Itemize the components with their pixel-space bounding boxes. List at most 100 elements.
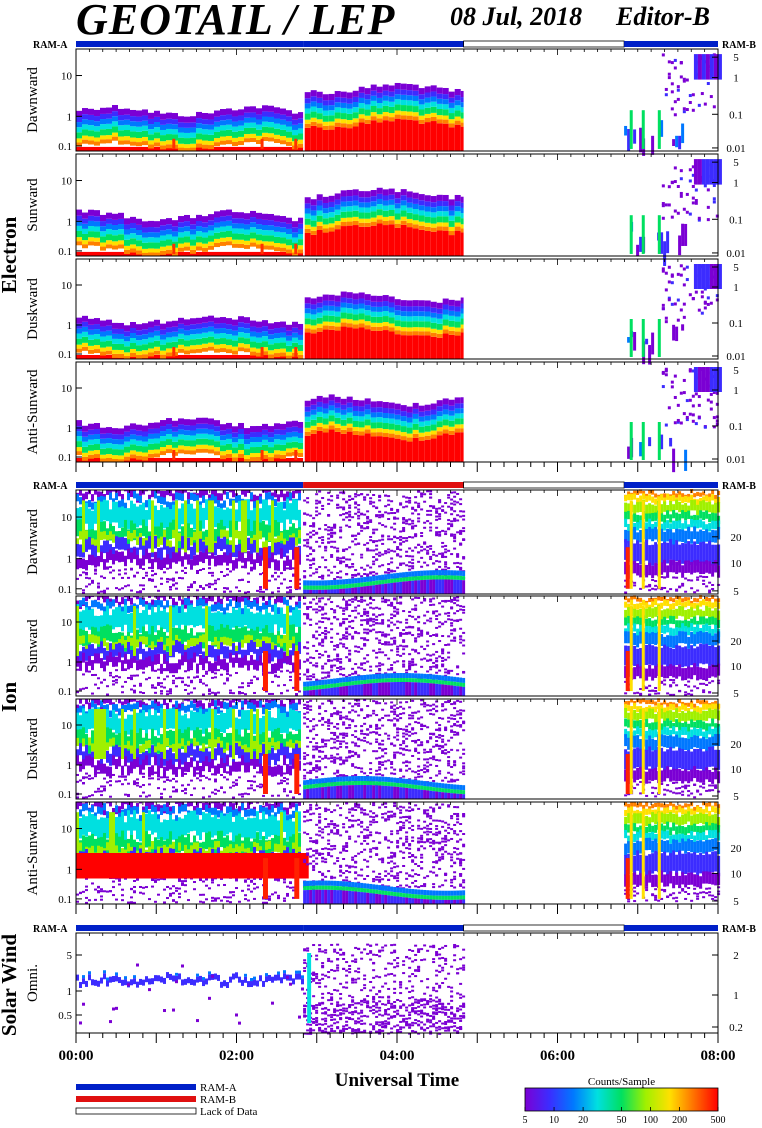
spectrogram-cell bbox=[334, 225, 341, 230]
spectrogram-cell bbox=[426, 575, 430, 580]
spectrogram-cell bbox=[202, 567, 205, 570]
spectrogram-cell bbox=[145, 636, 148, 645]
spectrogram-cell bbox=[336, 571, 340, 574]
spectrogram-cell bbox=[202, 428, 208, 434]
spectrogram-cell bbox=[115, 501, 118, 523]
spectrogram-cell bbox=[424, 331, 431, 336]
spectrogram-cell bbox=[163, 537, 166, 550]
spectrogram-cell bbox=[681, 529, 685, 543]
spectrogram-cell bbox=[106, 113, 112, 119]
spectrogram-cell bbox=[97, 586, 100, 589]
spectrogram-cell bbox=[346, 308, 353, 314]
spectrogram-cell bbox=[100, 433, 106, 439]
spectrogram-cell bbox=[172, 134, 178, 141]
spectrogram-cell bbox=[256, 348, 262, 353]
spectrogram-cell bbox=[442, 104, 449, 110]
spectrogram-cell bbox=[336, 494, 340, 497]
spectrogram-cell bbox=[196, 139, 202, 144]
spectrogram-cell bbox=[133, 674, 136, 677]
spectrogram-cell bbox=[417, 570, 421, 577]
spectrogram-cell bbox=[124, 490, 127, 492]
spectrogram-cell bbox=[418, 115, 425, 120]
spectrogram-cell bbox=[190, 490, 193, 492]
spectrogram-cell bbox=[660, 586, 664, 589]
spectrogram-cell bbox=[441, 552, 445, 555]
spectrogram-cell bbox=[442, 87, 449, 95]
spectrogram-cell bbox=[666, 590, 670, 593]
spectrogram-cell bbox=[76, 420, 82, 427]
spectrogram-cell bbox=[322, 125, 329, 130]
spectrogram-cell bbox=[112, 225, 118, 231]
spectrogram-cell bbox=[346, 113, 353, 120]
date-label: 08 Jul, 2018 bbox=[450, 2, 583, 31]
spectrogram-cell bbox=[103, 589, 106, 592]
spectrogram-cell bbox=[396, 517, 400, 520]
spectrogram-cell bbox=[277, 494, 280, 502]
spectrogram-cell bbox=[142, 537, 145, 547]
spectrogram-cell bbox=[151, 684, 154, 687]
spectrogram-cell bbox=[310, 329, 317, 334]
spectrogram-cell bbox=[394, 315, 401, 321]
spectrogram-cell bbox=[130, 676, 133, 679]
spectrogram-cell bbox=[462, 570, 466, 577]
spectrogram-cell bbox=[322, 213, 329, 219]
spectrogram-cell bbox=[280, 114, 286, 120]
spectrogram-cell bbox=[396, 508, 400, 511]
spectrogram-cell bbox=[342, 584, 346, 589]
spectrogram-cell bbox=[411, 512, 415, 515]
spectrogram-cell bbox=[366, 573, 370, 576]
spectrogram-cell bbox=[654, 505, 658, 516]
spectrogram-cell bbox=[310, 425, 317, 430]
spectrogram-cell bbox=[268, 546, 271, 559]
spectrogram-cell bbox=[360, 529, 364, 532]
spectrogram-cell bbox=[382, 225, 389, 256]
spectrogram-cell bbox=[310, 298, 317, 305]
spectrogram-cell bbox=[394, 409, 401, 415]
spectrogram-cell bbox=[342, 556, 346, 559]
spectrogram-cell bbox=[166, 577, 169, 580]
spectrogram-cell bbox=[286, 245, 292, 250]
spectrogram-cell bbox=[376, 198, 383, 205]
spectrogram-cell bbox=[259, 586, 262, 589]
spectrogram-cell bbox=[97, 500, 100, 553]
spectrogram-cell bbox=[435, 532, 439, 535]
spectrogram-cell bbox=[364, 315, 371, 322]
spectrogram-cell bbox=[304, 421, 311, 428]
spectrogram-cell bbox=[232, 218, 238, 224]
spectrogram-cell bbox=[121, 499, 124, 507]
spectrogram-cell bbox=[196, 606, 199, 627]
spectrogram-cell bbox=[160, 420, 166, 427]
spectrogram-cell bbox=[408, 568, 412, 571]
spectrogram-cell bbox=[127, 508, 130, 529]
spectrogram-cell bbox=[250, 331, 256, 337]
spectrogram-cell bbox=[664, 320, 668, 324]
spectrogram-cell bbox=[390, 500, 394, 503]
spectrogram-cell bbox=[424, 311, 431, 317]
spectrogram-cell bbox=[345, 558, 349, 561]
spectrogram-cell bbox=[358, 303, 365, 309]
spectrogram-cell bbox=[316, 200, 323, 206]
spectrogram-cell bbox=[232, 233, 238, 240]
spectrogram-cell bbox=[358, 298, 365, 304]
spectrogram-cell bbox=[699, 492, 703, 497]
spectrogram-cell bbox=[166, 458, 172, 462]
spectrogram-cell bbox=[184, 355, 190, 359]
spectrogram-cell bbox=[199, 490, 202, 498]
spectrogram-cell bbox=[172, 627, 175, 644]
spectrogram-cell bbox=[327, 541, 331, 544]
spectrogram-cell bbox=[321, 536, 325, 539]
spectrogram-cell bbox=[328, 105, 335, 111]
spectrogram-cell bbox=[370, 95, 377, 101]
spectrogram-cell bbox=[701, 159, 706, 185]
spectrogram-cell bbox=[214, 355, 220, 359]
spectrogram-cell bbox=[358, 435, 365, 462]
spectrogram-cell bbox=[360, 493, 364, 496]
spectrogram-cell bbox=[376, 301, 383, 307]
spectrogram-cell bbox=[226, 324, 232, 330]
spectrogram-cell bbox=[322, 329, 329, 359]
spectrogram-cell bbox=[411, 567, 415, 570]
spectrogram-cell bbox=[645, 585, 649, 588]
spectrogram-cell bbox=[376, 316, 383, 323]
spectrogram-cell bbox=[256, 224, 262, 230]
spectrogram-cell bbox=[375, 528, 379, 531]
